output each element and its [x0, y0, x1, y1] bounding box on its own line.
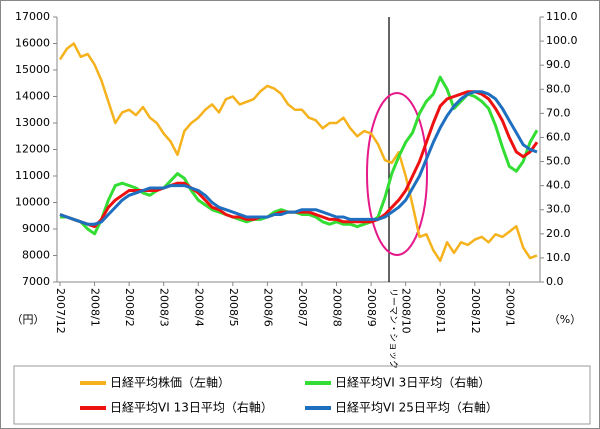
- x-tick-label: 2008/12: [469, 288, 482, 334]
- y2-tick-label: 20.0: [546, 227, 571, 240]
- y2-tick-label: 30.0: [546, 203, 571, 216]
- y-tick-label: 9000: [22, 222, 50, 235]
- x-tick-label: 2008/9: [365, 288, 378, 327]
- y-tick-label: 8000: [22, 249, 50, 262]
- x-tick-label: 2008/3: [158, 288, 171, 327]
- legend-label: 日経平均VI 25日平均（右軸）: [335, 400, 498, 415]
- x-tick-label: 2008/4: [192, 288, 205, 327]
- y2-tick-label: 0.0: [546, 275, 564, 288]
- x-tick-label: 2008/8: [331, 288, 344, 327]
- y2-tick-label: 50.0: [546, 155, 571, 168]
- x-tick-label: 2008/7: [296, 288, 309, 327]
- legend-frame: [13, 365, 591, 425]
- legend-label: 日経平均株価（左軸）: [110, 375, 230, 390]
- x-tick-label: 2008/10: [400, 288, 413, 334]
- y-tick-label: 10000: [15, 196, 50, 209]
- y2-tick-label: 70.0: [546, 106, 571, 119]
- x-tick-label: 2008/5: [227, 288, 240, 327]
- y-tick-label: 16000: [15, 37, 50, 50]
- x-tick-label: 2007/12: [54, 288, 67, 334]
- y2-tick-label: 100.0: [546, 34, 578, 47]
- x-tick-label: 2008/11: [434, 288, 447, 334]
- legend-label: 日経平均VI 3日平均（右軸）: [335, 375, 490, 390]
- y-tick-label: 14000: [15, 90, 50, 103]
- y-tick-label: 17000: [15, 10, 50, 23]
- y2-tick-label: 90.0: [546, 58, 571, 71]
- y2-tick-label: 10.0: [546, 251, 571, 264]
- y2-axis-label: （%）: [549, 313, 581, 326]
- y2-tick-label: 110.0: [546, 10, 578, 23]
- x-tick-label: 2008/1: [89, 288, 102, 327]
- y-tick-label: 13000: [15, 116, 50, 129]
- x-tick-label: 2008/2: [123, 288, 136, 327]
- annotation: リーマン・ショック: [388, 288, 399, 369]
- y-tick-label: 15000: [15, 63, 50, 76]
- x-tick-label: 2009/1: [503, 288, 516, 327]
- y-tick-label: 11000: [15, 169, 50, 182]
- y-tick-label: 7000: [22, 275, 50, 288]
- y2-tick-label: 60.0: [546, 130, 571, 143]
- y2-tick-label: 80.0: [546, 82, 571, 95]
- highlight-ellipse: [366, 92, 428, 256]
- series-line: [59, 90, 538, 226]
- legend: 日経平均株価（左軸） 日経平均VI 3日平均（右軸） 日経平均VI 13日平均（右軸…: [80, 375, 498, 415]
- y-tick-label: 12000: [15, 143, 50, 156]
- y2-tick-label: 40.0: [546, 179, 571, 192]
- legend-label: 日経平均VI 13日平均（右軸）: [110, 400, 273, 415]
- x-tick-label: 2008/6: [261, 288, 274, 327]
- y-axis-label: （円）: [12, 313, 45, 326]
- series-line: [58, 42, 538, 263]
